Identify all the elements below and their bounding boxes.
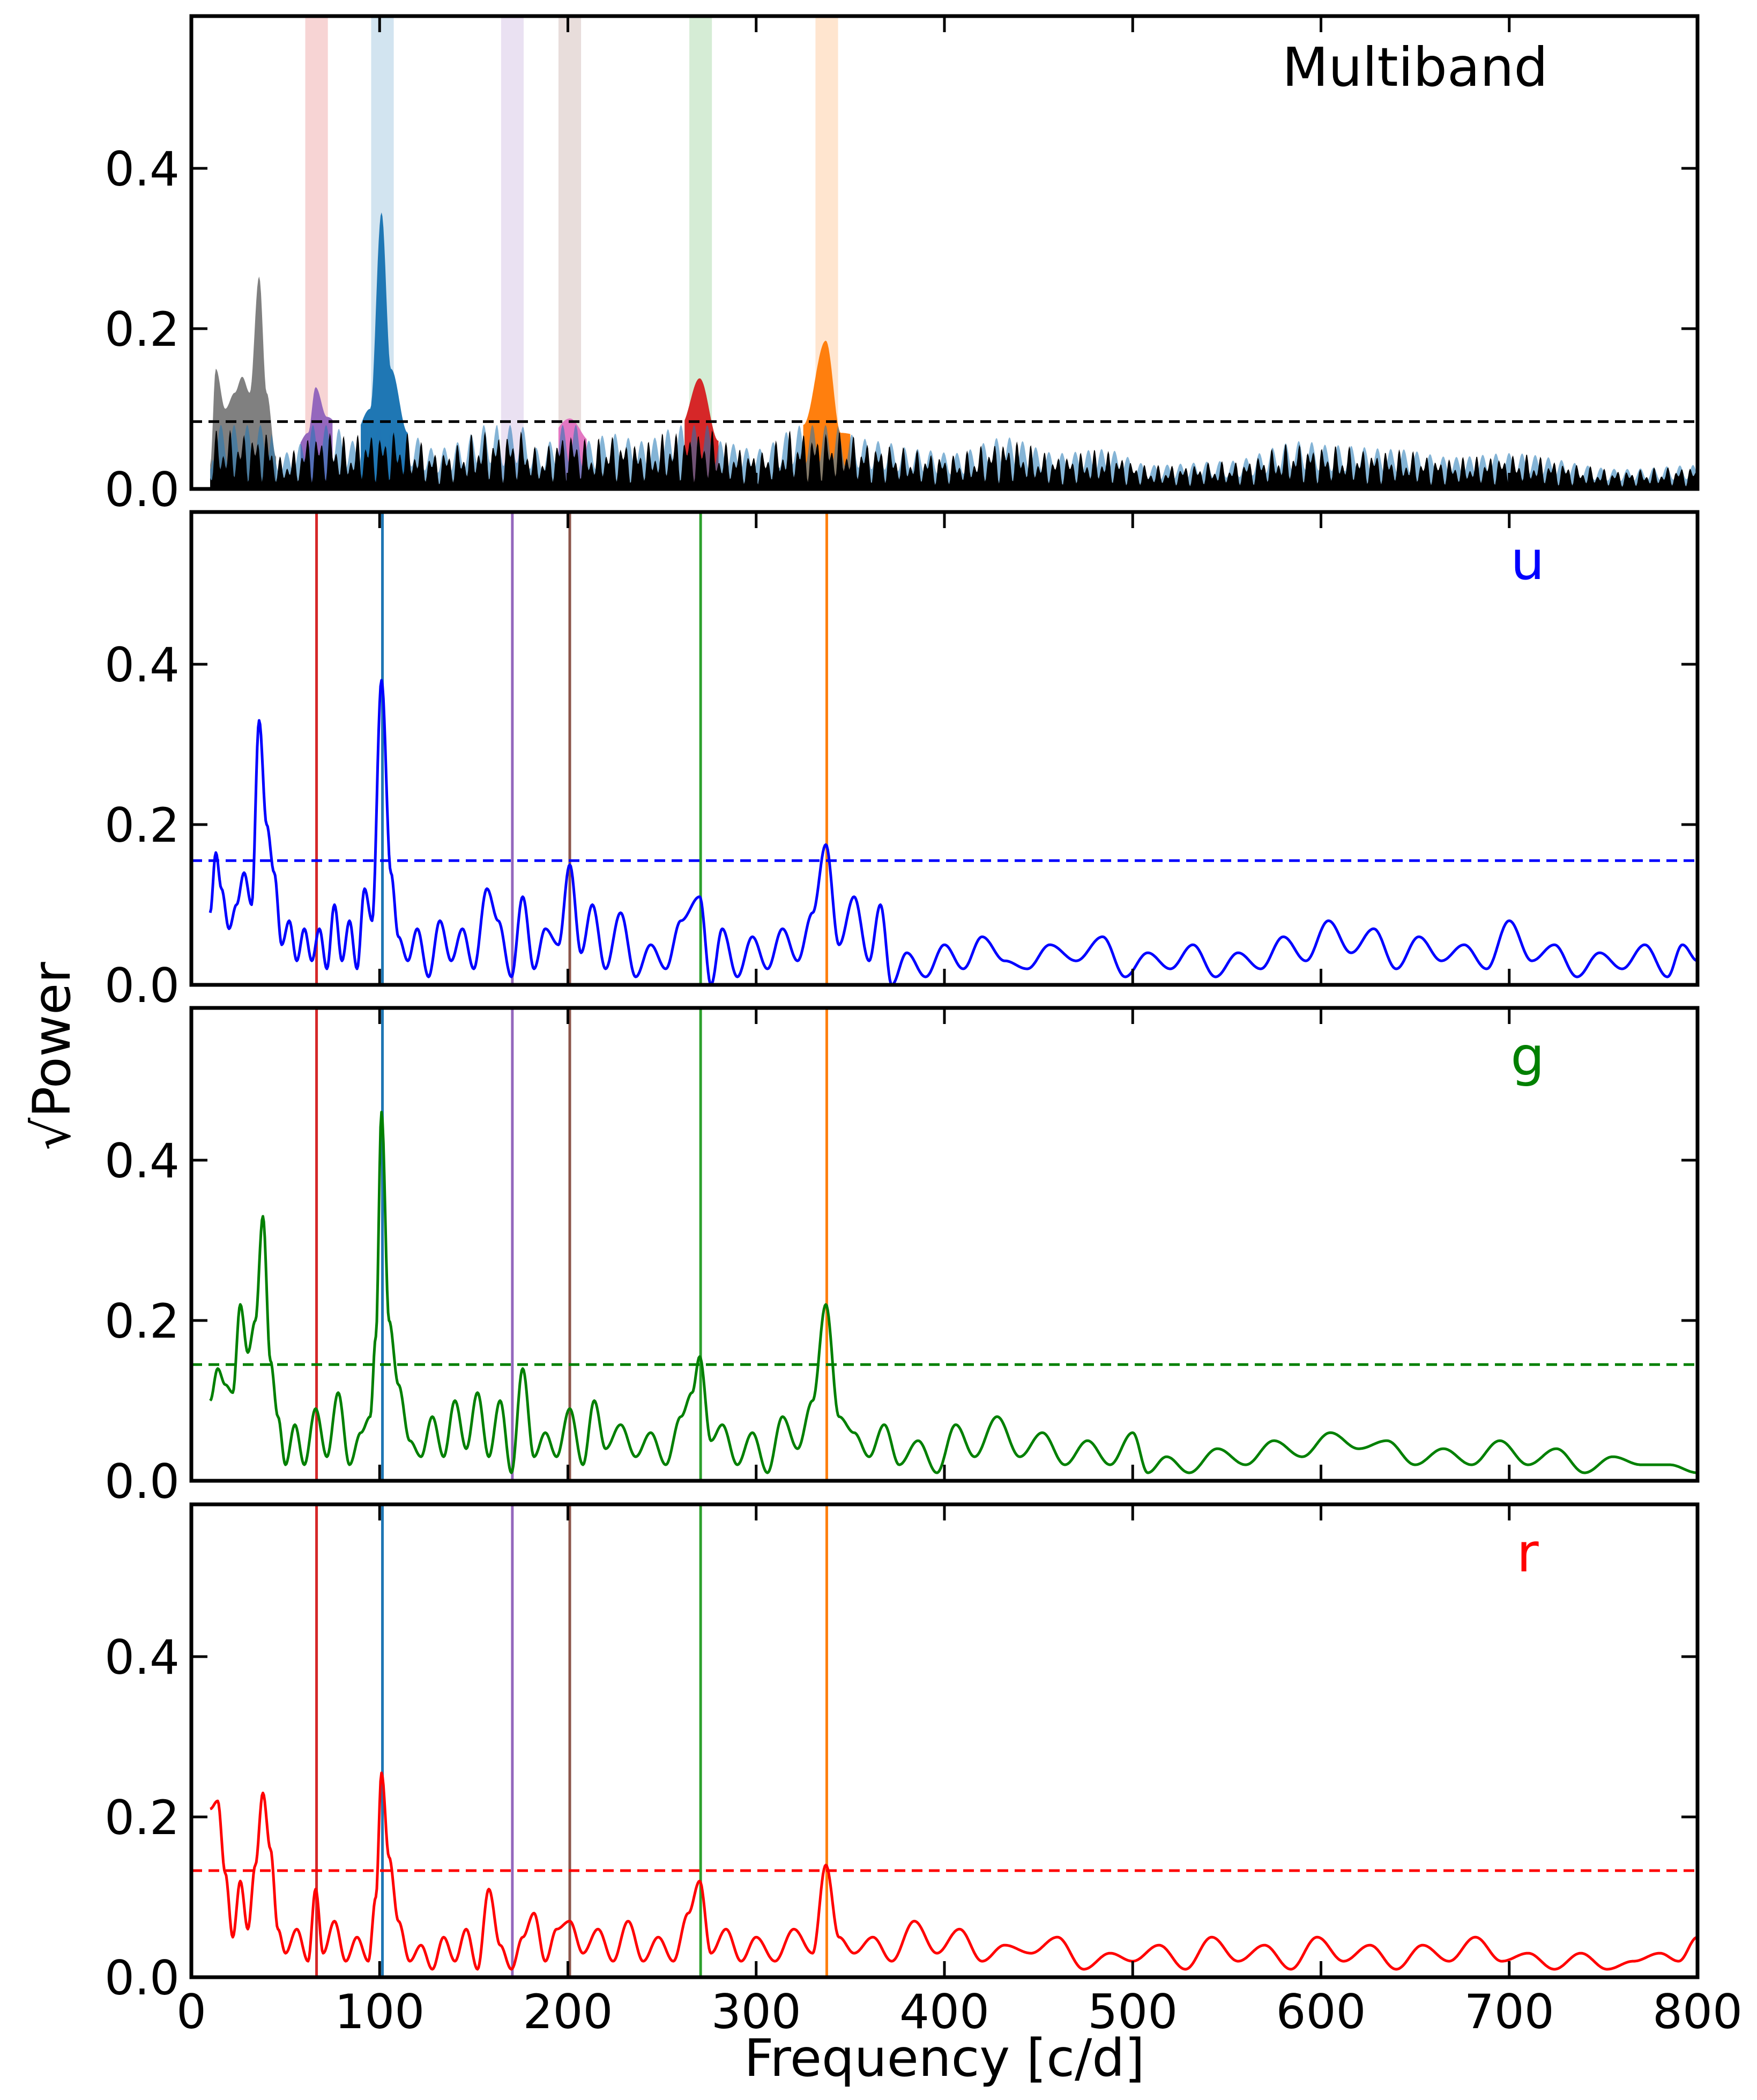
axes-frame <box>189 1502 1700 1979</box>
y-tick-label: 0.0 <box>105 462 180 517</box>
axes-frame <box>189 1006 1700 1483</box>
y-tick-label: 0.4 <box>105 142 180 197</box>
x-tick-label: 800 <box>1652 1984 1743 2039</box>
y-tick-label: 0.0 <box>105 1950 180 2006</box>
y-tick-label: 0.2 <box>105 1790 180 1845</box>
x-tick-label: 200 <box>523 1984 613 2039</box>
y-tick-label: 0.4 <box>105 1630 180 1685</box>
y-tick-label: 0.0 <box>105 1454 180 1509</box>
y-tick-label: 0.0 <box>105 958 180 1013</box>
axes-frame <box>189 510 1700 987</box>
panel-label: g <box>1510 1025 1544 1088</box>
panel-g: 0.0 0.2 0.4 g <box>105 1006 1700 1509</box>
x-tick-label: 300 <box>711 1984 801 2039</box>
y-axis-label: √Power <box>22 962 82 1151</box>
plot-area <box>191 512 1698 985</box>
panel-multiband: 0.0 0.2 0.4 Multiband <box>105 14 1700 517</box>
plot-area <box>191 16 1698 489</box>
g-band-periodogram-line <box>209 1110 1698 1474</box>
r-band-periodogram-line <box>210 1771 1698 1971</box>
u-band-periodogram-line <box>209 679 1698 985</box>
y-tick-label: 0.4 <box>105 637 180 693</box>
x-tick-label: 100 <box>334 1984 425 2039</box>
panel-r: 0.0 0.2 0.4 0 100 200 300 400 500 600 700 800 r <box>105 1502 1743 2039</box>
y-tick-label: 0.2 <box>105 302 180 357</box>
x-tick-label: 0 <box>176 1984 206 2039</box>
x-tick-label: 700 <box>1464 1984 1554 2039</box>
frequency-band <box>558 16 582 489</box>
x-tick-label: 400 <box>899 1984 989 2039</box>
plot-area <box>191 1504 1698 1977</box>
y-tick-label: 0.4 <box>105 1133 180 1189</box>
y-tick-label: 0.2 <box>105 798 180 853</box>
band-power-fill <box>361 212 408 489</box>
x-tick-label: 600 <box>1276 1984 1366 2039</box>
panel-label: Multiband <box>1282 36 1548 99</box>
combined-power-fill <box>210 429 1698 489</box>
panels-group: 0.00.20.4Multiband0.00.20.4u0.00.20.4g0.… <box>105 14 1743 2039</box>
plot-area <box>191 1008 1698 1481</box>
panel-u: 0.0 0.2 0.4 u <box>105 510 1700 1013</box>
panel-label: u <box>1510 529 1544 592</box>
frequency-band <box>501 16 524 489</box>
y-tick-label: 0.2 <box>105 1294 180 1349</box>
panel-label: r <box>1516 1522 1539 1584</box>
x-tick-label: 500 <box>1088 1984 1178 2039</box>
x-axis-label: Frequency [c/d] <box>744 2028 1144 2088</box>
